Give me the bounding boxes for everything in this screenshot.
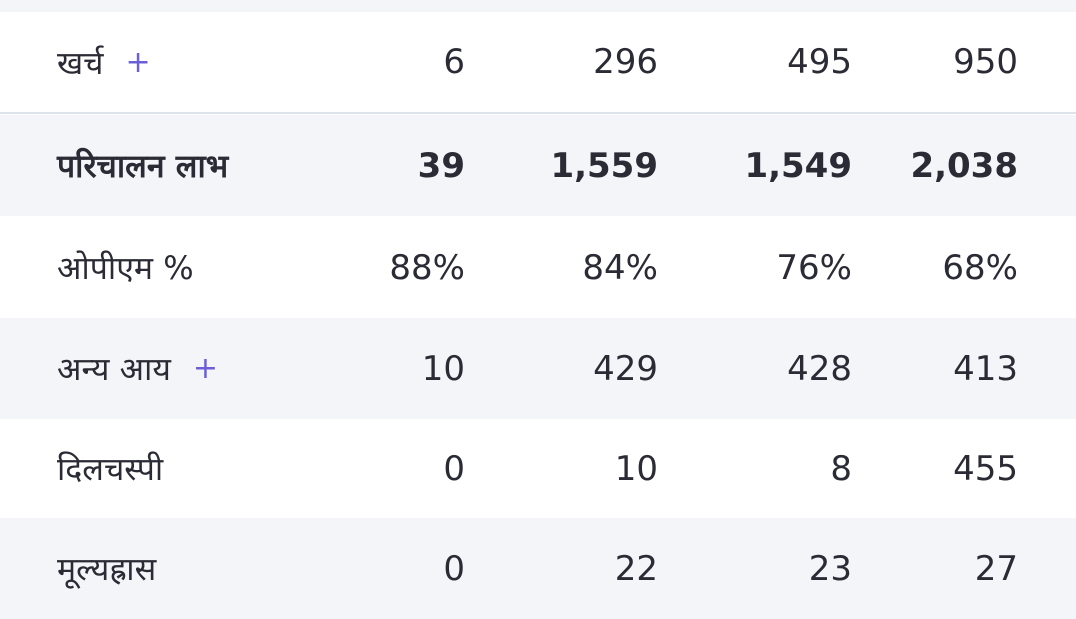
value-cell: 84% xyxy=(582,247,658,288)
expand-button[interactable]: + xyxy=(125,44,151,80)
value-cell: 413 xyxy=(953,348,1018,389)
value-cell: 23 xyxy=(808,548,852,589)
value-cell: 1,559 xyxy=(550,145,658,186)
value-cell: 88% xyxy=(389,247,465,288)
value-cell: 296 xyxy=(593,42,658,82)
expand-button[interactable]: + xyxy=(192,351,219,386)
value-cell: 8 xyxy=(830,448,852,489)
row-label-text: दिलचस्पी xyxy=(57,450,164,488)
table-row: अन्य आय +10 429 428 413 xyxy=(0,318,1076,419)
value-cell: 495 xyxy=(787,42,852,82)
value-cell: 10 xyxy=(614,448,658,489)
value-cell: 429 xyxy=(593,348,658,389)
row-label-text: अन्य आय xyxy=(57,350,171,388)
value-cell: 455 xyxy=(953,448,1018,489)
table-row: ओपीएम % 88% 84% 76% 68% xyxy=(0,217,1076,318)
value-cell: 22 xyxy=(614,548,658,589)
row-label: मूल्यह्रास xyxy=(57,518,156,619)
value-cell: 76% xyxy=(776,247,852,288)
value-cell: 0 xyxy=(443,548,465,589)
row-label-text: परिचालन लाभ xyxy=(57,147,229,185)
previous-row-edge xyxy=(0,0,1076,12)
row-label: ओपीएम % xyxy=(57,217,194,318)
value-cell: 0 xyxy=(443,448,465,489)
value-cell: 10 xyxy=(421,348,465,389)
table-row: परिचालन लाभ 39 1,559 1,549 2,038 xyxy=(0,115,1076,216)
row-label-text: खर्च xyxy=(57,43,104,82)
row-label: दिलचस्पी xyxy=(57,418,163,519)
table-row: खर्च +6 296 495 950 xyxy=(0,12,1076,114)
value-cell: 1,549 xyxy=(744,145,852,186)
row-label: खर्च + xyxy=(57,12,151,112)
row-label-text: मूल्यह्रास xyxy=(57,550,157,588)
value-cell: 2,038 xyxy=(910,145,1018,186)
table-row: मूल्यह्रास 0 22 23 27 xyxy=(0,518,1076,619)
value-cell: 428 xyxy=(787,348,852,389)
value-cell: 6 xyxy=(443,42,465,82)
value-cell: 27 xyxy=(974,548,1018,589)
value-cell: 950 xyxy=(953,42,1018,82)
row-label-text: ओपीएम % xyxy=(57,249,194,287)
value-cell: 39 xyxy=(417,145,465,186)
value-cell: 68% xyxy=(942,247,1018,288)
table-row: दिलचस्पी 0 10 8 455 xyxy=(0,418,1076,519)
row-label: परिचालन लाभ xyxy=(57,115,228,216)
row-label: अन्य आय + xyxy=(57,318,218,419)
